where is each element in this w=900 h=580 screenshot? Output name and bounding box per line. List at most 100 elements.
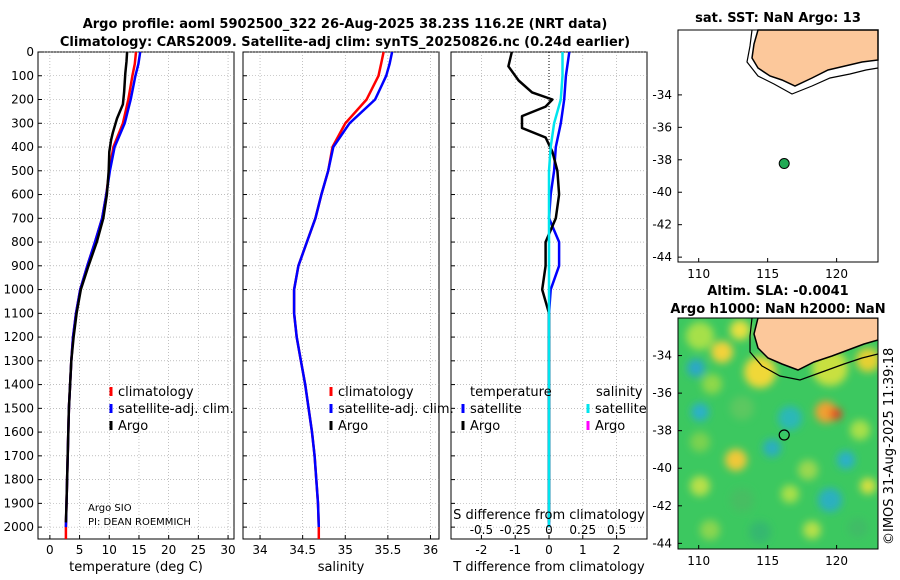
provenance-line1: Argo SIO — [88, 503, 132, 514]
sla-eddy — [711, 341, 733, 363]
y-tick-label: 2000 — [3, 520, 34, 534]
figure-title-line1: Argo profile: aoml 5902500_322 26-Aug-20… — [83, 17, 608, 32]
sla-eddy — [690, 432, 710, 452]
sla-eddy — [702, 374, 722, 394]
sla-eddy — [837, 451, 855, 469]
y-tick-label: -44 — [652, 536, 672, 550]
sla-map-panel: 110 115 120 -34 -36 -38 -40 -42 -44 — [652, 317, 879, 568]
sla-map-title-line1: Altim. SLA: -0.0041 — [707, 284, 848, 299]
x-tick-label: 35.5 — [375, 543, 402, 557]
y-tick-label: 600 — [11, 188, 34, 202]
sst-map-title: sat. SST: NaN Argo: 13 — [695, 11, 861, 26]
sla-eddies — [686, 320, 878, 543]
y-tick-label: 100 — [11, 69, 34, 83]
y-tick-label: 1000 — [3, 283, 34, 297]
sst-map-panel: 110 115 120 -34 -36 -38 -40 -42 -44 — [652, 29, 879, 281]
s-diff-tick-label: -0.25 — [500, 523, 531, 537]
map-frame — [677, 29, 879, 263]
sla-eddy — [749, 521, 771, 543]
float-position-marker — [778, 158, 790, 170]
x-tick-label: 36 — [423, 543, 438, 557]
x-tick-label: 35 — [338, 543, 353, 557]
y-tick-label: -40 — [652, 185, 672, 199]
sla-eddy — [730, 396, 754, 420]
provenance-line2: PI: DEAN ROEMMICH — [88, 517, 191, 528]
x-tick-label: 10 — [102, 543, 117, 557]
legend-label-t-satellite: satellite — [470, 402, 522, 417]
sla-eddy — [818, 488, 842, 512]
x-tick-label: 20 — [161, 543, 176, 557]
difference-legend: temperature salinity satellite Argo sate… — [461, 385, 647, 434]
temperature-xlabel: temperature (deg C) — [69, 560, 203, 575]
land-australia — [753, 318, 878, 371]
x-tick-label: 115 — [756, 554, 779, 568]
map-frame — [677, 317, 879, 550]
sla-eddy — [830, 408, 842, 420]
sla-eddy — [763, 439, 781, 457]
y-tick-label: 900 — [11, 259, 34, 273]
sla-eddy — [691, 403, 709, 421]
y-tick-label: 1800 — [3, 473, 34, 487]
y-tick-label: -42 — [652, 218, 672, 232]
sla-eddy — [744, 356, 776, 388]
y-tick-label: 300 — [11, 116, 34, 130]
y-tick-label: -38 — [652, 424, 672, 438]
x-tick-label: 110 — [687, 554, 710, 568]
land-australia — [751, 29, 879, 87]
sla-eddy — [725, 449, 747, 471]
y-tick-label: 0 — [26, 45, 34, 59]
float-position-marker — [778, 429, 790, 441]
legend-label-s-argo: Argo — [595, 419, 625, 434]
x-tick-label: 120 — [825, 267, 848, 281]
sla-eddy — [848, 518, 868, 538]
y-tick-label: 400 — [11, 140, 34, 154]
s-diff-tick-label: 0 — [545, 523, 553, 537]
legend-label-climatology: climatology — [118, 385, 194, 400]
legend-salinity-header: salinity — [596, 385, 643, 400]
sla-map-title-line2: Argo h1000: NaN h2000: NaN — [670, 302, 885, 317]
y-tick-label: -38 — [652, 153, 672, 167]
x-tick-label: 0 — [46, 543, 54, 557]
legend-label-satellite: satellite-adj. clim. — [118, 402, 234, 417]
sla-eddy — [690, 476, 710, 496]
y-tick-label: -40 — [652, 461, 672, 475]
x-tick-label: 5 — [76, 543, 84, 557]
y-tick-label: 1500 — [3, 401, 34, 415]
y-tick-label: 1600 — [3, 425, 34, 439]
sla-eddy — [798, 460, 818, 480]
difference-x2label: S difference from climatology — [453, 508, 645, 523]
x-tick-label: 110 — [687, 267, 710, 281]
y-tick-label: -42 — [652, 499, 672, 513]
sla-eddy — [850, 420, 870, 440]
s-diff-tick-label: 0.25 — [569, 523, 596, 537]
y-tick-label: -44 — [652, 250, 672, 264]
y-tick-label: -36 — [652, 386, 672, 400]
y-tick-label: 1200 — [3, 330, 34, 344]
sla-eddy — [730, 320, 750, 340]
x-tick-label: 2 — [613, 543, 621, 557]
s-diff-tick-label: -0.5 — [470, 523, 493, 537]
difference-panel: -2 -1 0 1 2 -0.5 -0.25 0 0.25 0.5 — [450, 51, 648, 557]
imos-credit: ©IMOS 31-Aug-2025 11:39:18 — [882, 348, 897, 545]
sla-eddy — [778, 406, 802, 430]
y-tick-label: 1100 — [3, 306, 34, 320]
y-tick-label: -34 — [652, 88, 672, 102]
salinity-legend: climatology satellite-adj. clim. Argo — [329, 385, 454, 434]
x-tick-label: -2 — [475, 543, 487, 557]
y-tick-label: 200 — [11, 93, 34, 107]
x-tick-label: 34 — [252, 543, 267, 557]
sla-eddy — [687, 359, 705, 377]
legend-label-argo: Argo — [338, 419, 368, 434]
series-line-satellite-adj--clim- — [292, 51, 394, 528]
sla-eddy — [803, 521, 821, 539]
x-tick-label: 115 — [756, 267, 779, 281]
s-diff-tick-label: 0.5 — [607, 523, 626, 537]
x-tick-label: 34.5 — [289, 543, 316, 557]
plot-frame — [242, 51, 440, 540]
series-line-s-satellite — [547, 52, 564, 528]
salinity-panel: 34 34.5 35 35.5 36 — [242, 51, 440, 557]
y-tick-label: 1900 — [3, 496, 34, 510]
sla-eddy — [860, 478, 876, 494]
x-tick-label: 25 — [191, 543, 206, 557]
